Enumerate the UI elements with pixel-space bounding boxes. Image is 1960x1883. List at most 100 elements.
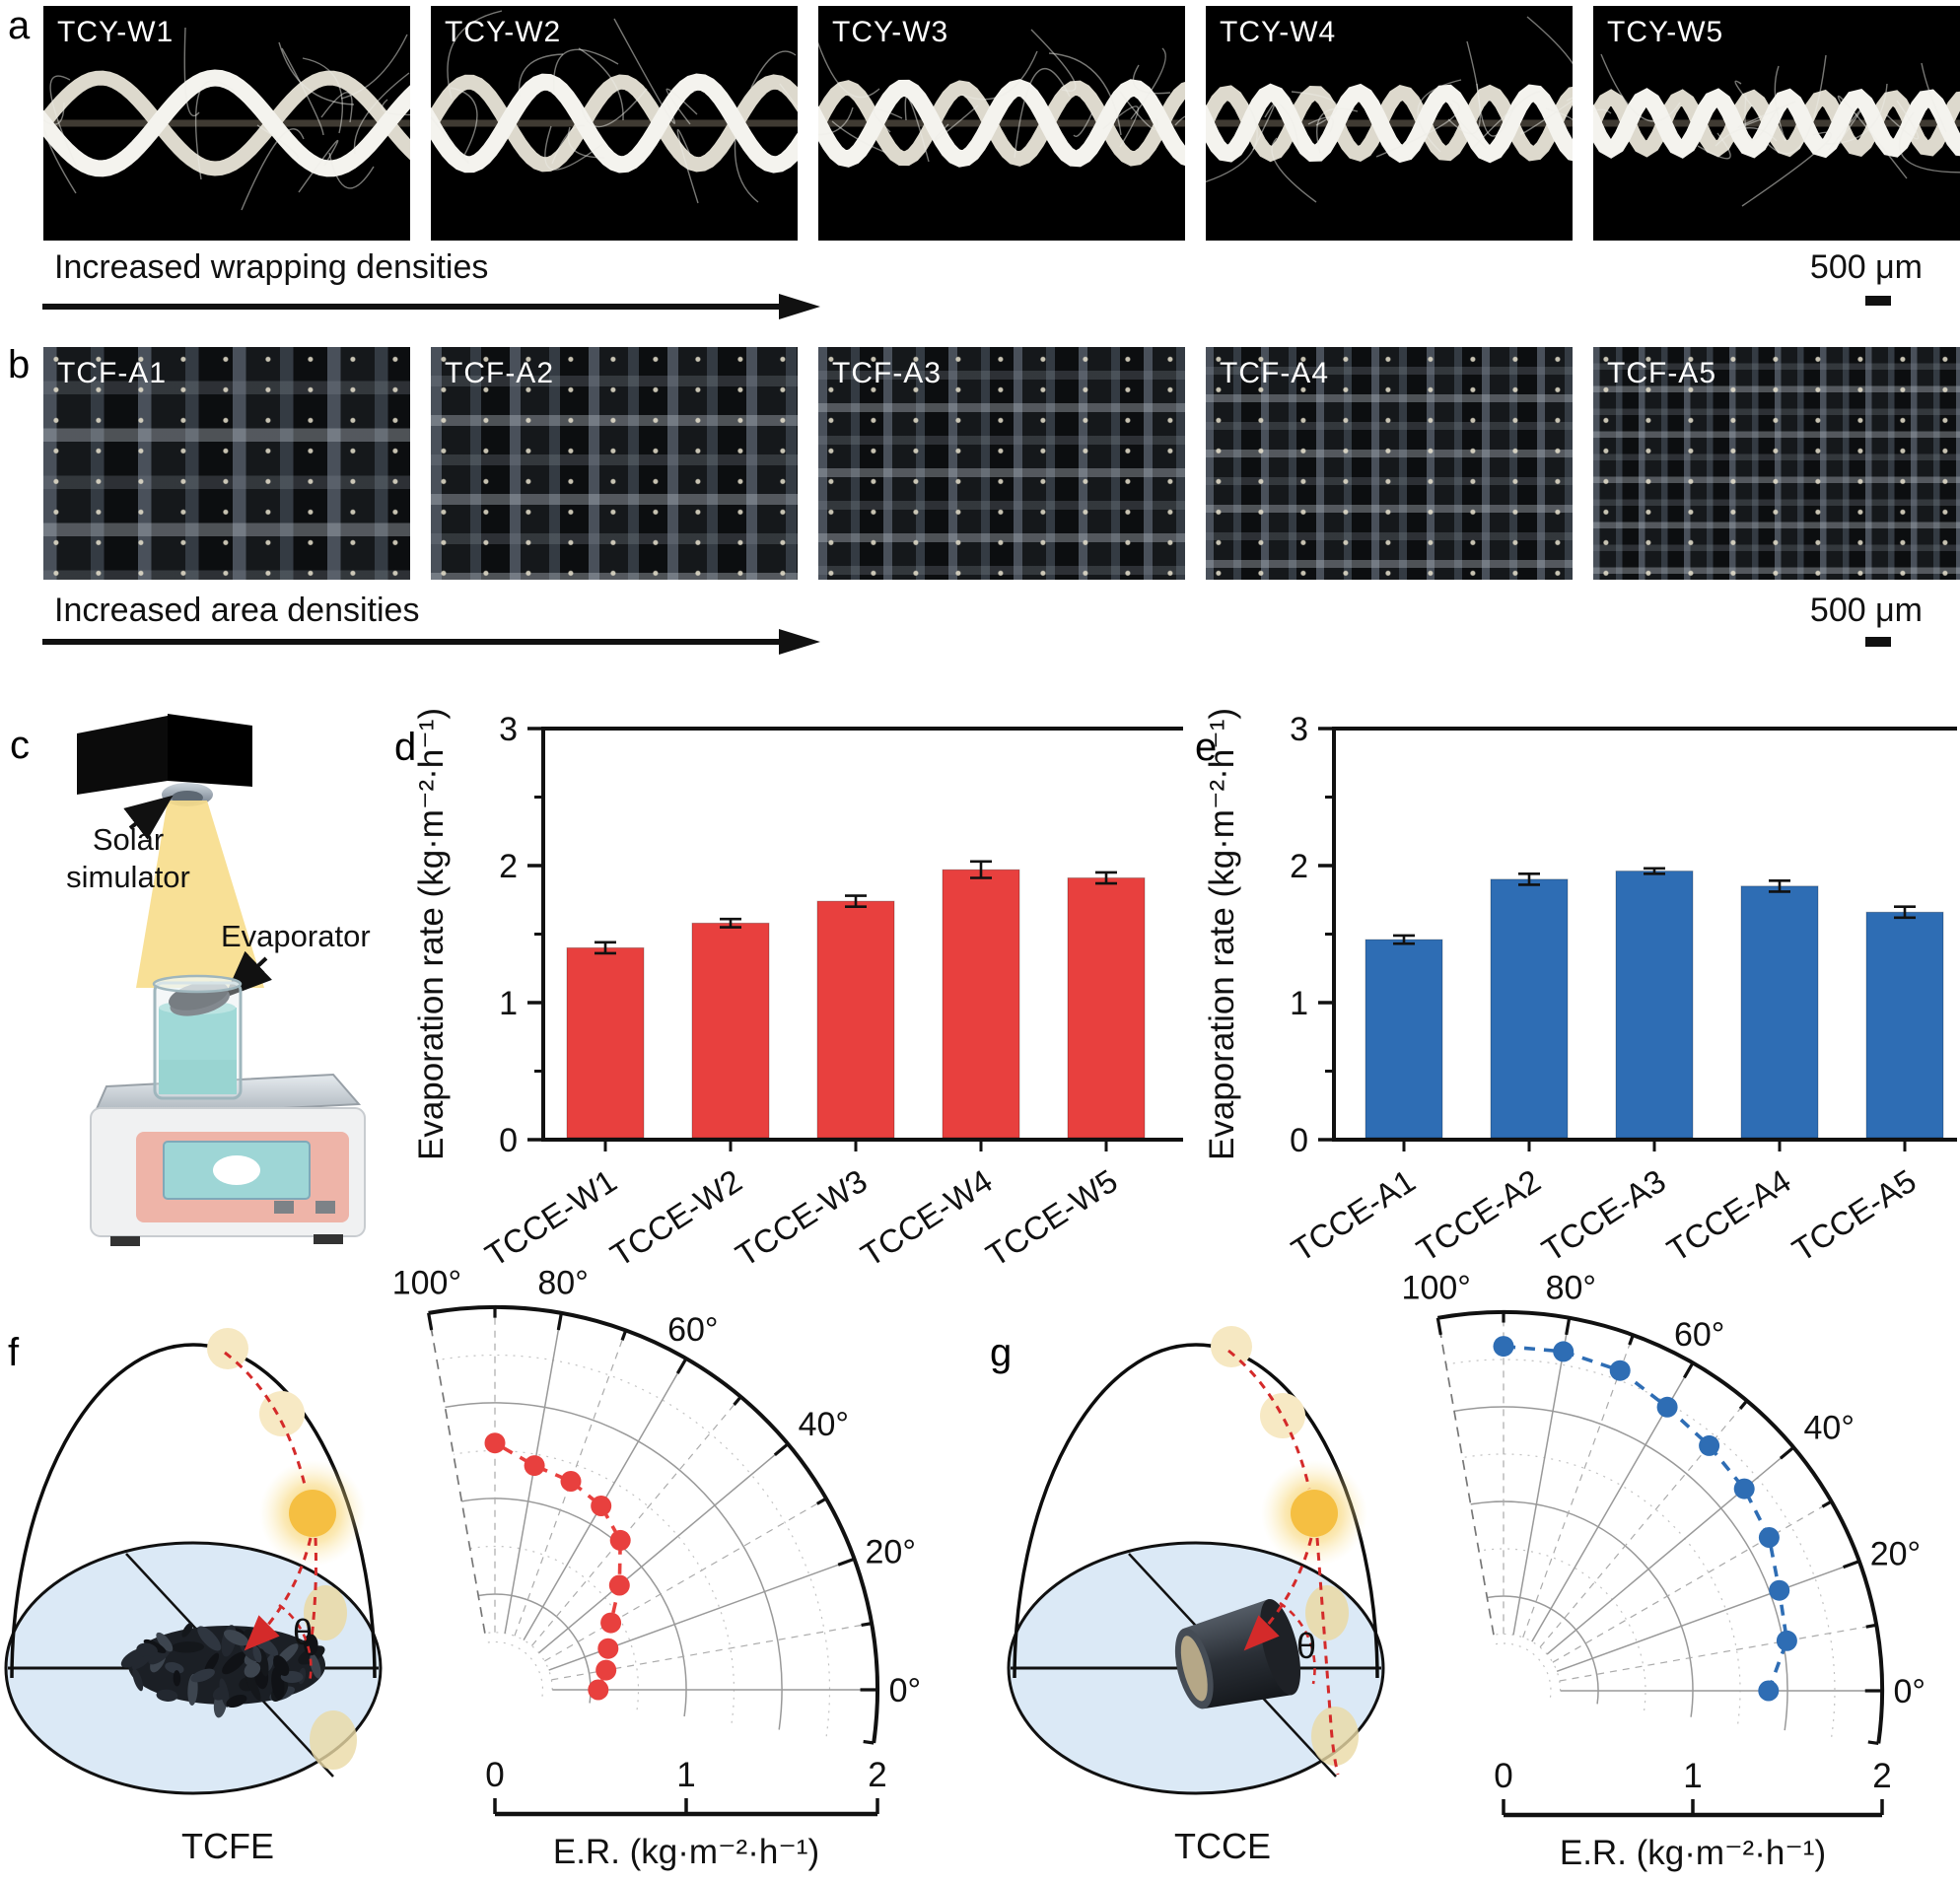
radial-scale-bar: 0 1 2 E.R. (kg·m⁻²·h⁻¹) [1494, 1757, 1891, 1872]
angle-tick-label: 20° [866, 1533, 916, 1570]
sun-icon [289, 1490, 336, 1537]
data-points [484, 1432, 631, 1701]
category-label: TCCE-W1 [479, 1162, 623, 1274]
polar-chart-tcce: 0° 20° 40° 60° 80° 100° 0 1 2 E.R. (kg·m⁻²·h⁻¹) [1402, 1269, 1926, 1872]
tcce-label: TCCE [1174, 1826, 1271, 1866]
scale-tick-label: 0 [1494, 1757, 1512, 1795]
y-ticks: 0 1 2 3 [1290, 711, 1907, 1159]
angle-tick-label: 0° [1894, 1673, 1926, 1710]
angle-tick-label: 60° [1674, 1316, 1724, 1354]
y-tick-label: 3 [1290, 711, 1308, 748]
data-point [1776, 1630, 1797, 1651]
polar-grid [427, 1307, 877, 1737]
micrograph-yarn: TCY-W2 [431, 6, 798, 241]
evaporator-label: Evaporator [221, 919, 371, 953]
panel-letter-g: g [990, 1331, 1013, 1374]
micrograph-fabric: TCF-A4 [1206, 347, 1573, 580]
y-tick-label: 2 [1290, 848, 1308, 885]
micrograph-yarn: TCY-W4 [1206, 6, 1573, 241]
polar-grid [1436, 1312, 1882, 1737]
angle-tick-label: 0° [889, 1672, 922, 1709]
angle-tick-label: 40° [1804, 1410, 1855, 1447]
data-point [524, 1455, 545, 1477]
bar [816, 900, 895, 1139]
radial-axis-label: E.R. (kg·m⁻²·h⁻¹) [1560, 1834, 1826, 1872]
data-point [1553, 1341, 1575, 1362]
category-label: TCCE-A4 [1660, 1162, 1797, 1269]
caption-area-densities: Increased area densities [54, 592, 420, 629]
angle-labels: 0° 20° 40° 60° 80° 100° [392, 1264, 921, 1709]
dome-illustration-tcfe: θ [4, 1328, 383, 1795]
polar-outer-arc [428, 1305, 879, 1744]
data-point [484, 1432, 506, 1454]
sun-icon [310, 1710, 357, 1770]
category-label: TCCE-W2 [604, 1162, 748, 1274]
micrograph-label: TCY-W4 [1220, 16, 1337, 48]
pointer-arrow [123, 795, 174, 840]
theta-label: θ [293, 1612, 313, 1652]
sun-icon [1305, 1585, 1349, 1640]
bar-chart-evaporation-wrapping: 0123TCCE-W1TCCE-W2TCCE-W3TCCE-W4TCCE-W5E… [412, 708, 1183, 1274]
panel-letter-b: b [8, 343, 31, 386]
setup-illustration: Solar simulator Evaporator [66, 714, 371, 1246]
micrograph-label: TCF-A1 [57, 357, 167, 389]
data-point [608, 1574, 630, 1596]
micrograph-row-fabrics: TCF-A1 TCF-A2 TCF-A3 TCF-A4 TCF-A5 [0, 347, 1960, 580]
data-point [1699, 1434, 1720, 1456]
data-point [560, 1471, 582, 1492]
theta-label: θ [1296, 1626, 1316, 1666]
polar-chart-tcfe: 0° 20° 40° 60° 80° 100° 0 1 2 E.R. (kg·m⁻²·h⁻¹) [392, 1264, 921, 1871]
micrograph-row-yarns: TCY-W1 TCY-W2 TCY-W3 TCY-W4 TCY-W5 [0, 6, 1960, 241]
data-point [1758, 1680, 1780, 1702]
beaker [152, 974, 243, 1100]
micrograph-fabric: TCF-A3 [818, 347, 1185, 580]
scale-tick-label: 1 [1683, 1757, 1702, 1795]
bar [1740, 885, 1819, 1139]
theta-arc [278, 1603, 313, 1683]
data-point [1609, 1360, 1631, 1381]
balance-scale [90, 1107, 366, 1246]
y-tick-label: 2 [499, 848, 518, 885]
data-point [1656, 1396, 1678, 1418]
data-point [588, 1679, 609, 1701]
angle-ticks [427, 1307, 877, 1745]
sun-path-dashed [1227, 1349, 1340, 1776]
y-tick-label: 0 [1290, 1122, 1308, 1159]
sun-icon [259, 1391, 305, 1436]
data-point [600, 1612, 622, 1634]
y-ticks: 0 1 2 3 [499, 711, 1108, 1159]
bar [1490, 878, 1569, 1139]
bar [691, 922, 770, 1139]
yarn-strand [1206, 83, 1573, 164]
panel-letter-a: a [8, 4, 31, 47]
micrograph-label: TCY-W5 [1607, 16, 1724, 48]
incidence-arrow [244, 1537, 313, 1651]
y-tick-label: 1 [1290, 985, 1308, 1022]
data-line [1503, 1344, 1789, 1692]
micrograph-fabric: TCF-A5 [1593, 347, 1960, 580]
angle-tick-label: 100° [1402, 1269, 1471, 1306]
arrow-right-icon [42, 294, 820, 319]
panel-letter-c: c [10, 724, 30, 767]
scale-tick-label: 2 [868, 1756, 886, 1794]
arrow-right-icon [42, 629, 820, 655]
sun-icon [1291, 1490, 1338, 1537]
angle-tick-label: 80° [537, 1264, 588, 1301]
scale-label-a: 500 μm [1809, 248, 1923, 286]
scale-bar-a [1865, 296, 1891, 306]
angle-tick-label: 60° [667, 1311, 718, 1349]
bar [1615, 871, 1694, 1139]
micrograph-label: TCF-A3 [832, 357, 942, 389]
data-point [1769, 1579, 1790, 1601]
balance-button [274, 1201, 294, 1214]
micrograph-label: TCY-W1 [57, 16, 175, 48]
polar-outer-arc [1436, 1309, 1884, 1744]
bars [566, 869, 1146, 1139]
angle-tick-label: 40° [799, 1406, 849, 1443]
sun-icon [1211, 1326, 1252, 1367]
yarn-strand [43, 69, 410, 177]
y-tick-label: 3 [499, 711, 518, 748]
incidence-arrow [1243, 1537, 1313, 1651]
category-label: TCCE-A2 [1410, 1162, 1547, 1269]
